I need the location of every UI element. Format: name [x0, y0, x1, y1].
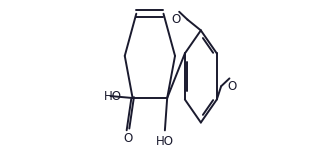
Text: O: O [228, 80, 237, 93]
Text: HO: HO [156, 135, 174, 148]
Text: O: O [172, 13, 181, 26]
Text: HO: HO [104, 90, 122, 103]
Text: O: O [123, 132, 133, 145]
